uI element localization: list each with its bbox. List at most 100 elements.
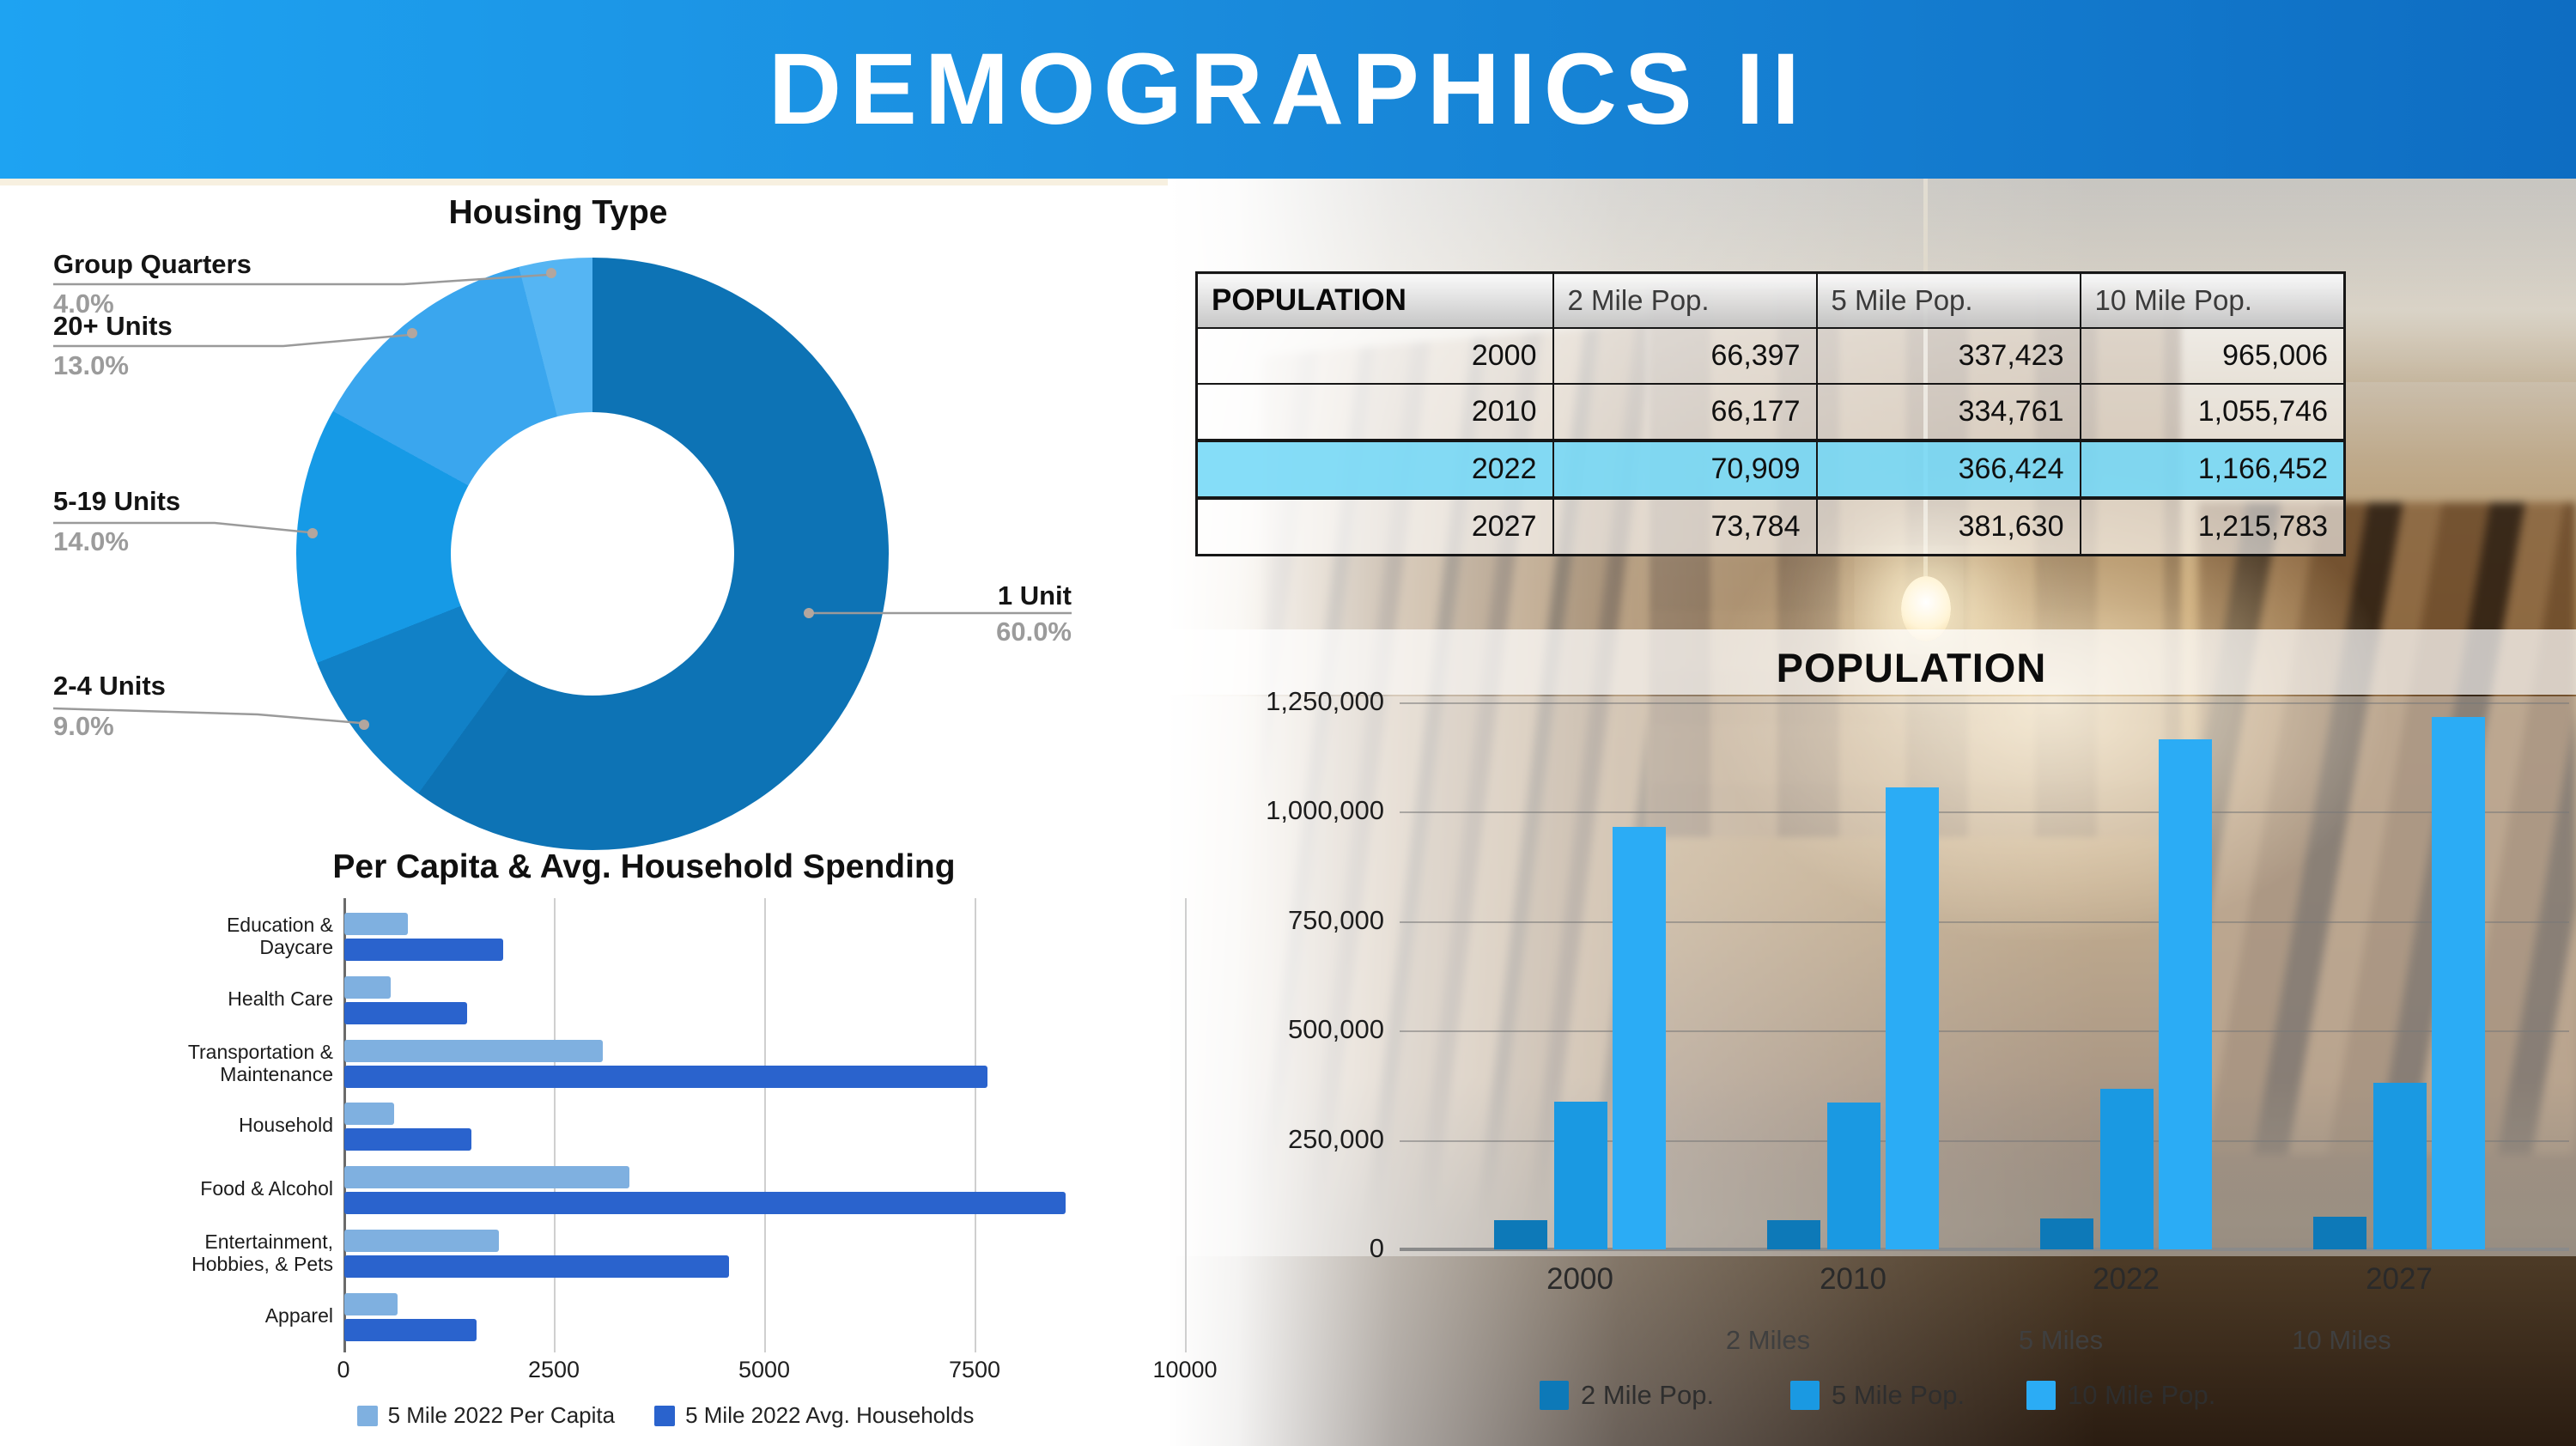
pop-2-mile-swatch xyxy=(1540,1381,1569,1410)
pop-legend-10-mile: 10 Mile Pop. xyxy=(2026,1380,2215,1411)
spending-bar-per-capita xyxy=(344,975,391,999)
donut-pct-2-4-units: 9.0% xyxy=(53,711,114,741)
avg-households-swatch xyxy=(654,1405,676,1426)
population-bar-2000-2-mile-pop- xyxy=(1494,1220,1547,1249)
population-bar-2010-2-mile-pop- xyxy=(1767,1220,1820,1249)
table-value-cell: 73,784 xyxy=(1552,497,1818,556)
spending-bar-avg-households xyxy=(344,939,504,961)
table-year-cell: 2022 xyxy=(1195,439,1554,500)
spending-gridline-10000 xyxy=(1185,898,1187,1352)
population-bar-2027-10-mile-pop- xyxy=(2432,717,2485,1249)
col-header-2-mile: 2 Mile Pop. xyxy=(1552,271,1818,329)
population-year-label-2022: 2022 xyxy=(2093,1262,2160,1296)
table-year-cell: 2000 xyxy=(1195,327,1554,385)
table-year-cell: 2010 xyxy=(1195,383,1554,441)
donut-label-20plus-units: 20+ Units xyxy=(53,311,173,341)
table-value-cell: 1,215,783 xyxy=(2079,497,2346,556)
spending-bar-avg-households xyxy=(344,1065,987,1088)
spending-bar-avg-households xyxy=(344,1128,471,1151)
spending-chart-plot: Education & Daycare Health Care Transporta… xyxy=(188,898,1187,1352)
legend-item-avg-households: 5 Mile 2022 Avg. Households xyxy=(654,1402,974,1429)
pop-5-mile-label: 5 Mile Pop. xyxy=(1832,1380,1965,1410)
spending-bar-per-capita xyxy=(344,913,408,935)
population-bar-2022-5-mile-pop- xyxy=(2100,1089,2154,1249)
population-bar-2027-2-mile-pop- xyxy=(2313,1217,2366,1249)
population-year-label-2010: 2010 xyxy=(1820,1262,1886,1296)
population-chart-plot xyxy=(1400,702,2569,1251)
spending-legend: 5 Mile 2022 Per Capita 5 Mile 2022 Avg. … xyxy=(172,1402,1159,1429)
population-table-title-cell: POPULATION xyxy=(1195,271,1554,329)
population-chart-title: POPULATION xyxy=(1776,645,2047,690)
population-title-band xyxy=(1168,629,2576,695)
table-value-cell: 66,397 xyxy=(1552,327,1818,385)
population-bar-2022-2-mile-pop- xyxy=(2040,1218,2093,1249)
donut-pct-5-19-units: 14.0% xyxy=(53,526,129,556)
spending-gridline-0 xyxy=(343,898,346,1352)
spending-tick-2500: 2500 xyxy=(527,1357,580,1382)
table-row-2027: 2027 73,784 381,630 1,215,783 xyxy=(1195,497,2346,556)
spending-category-label: Apparel xyxy=(264,1303,333,1327)
table-value-cell: 381,630 xyxy=(1815,497,2081,556)
population-gridline-500000 xyxy=(1400,1030,2569,1033)
pop-legend-2-mile: 2 Mile Pop. xyxy=(1540,1380,1714,1411)
housing-donut-hole xyxy=(451,412,734,696)
population-ytick-750000: 750,000 xyxy=(1287,904,1384,935)
table-value-cell: 66,177 xyxy=(1552,383,1818,441)
distance-label-5-miles: 5 Miles xyxy=(2018,1325,2104,1355)
pop-10-mile-label: 10 Mile Pop. xyxy=(2068,1380,2216,1410)
spending-bar-avg-households xyxy=(344,1001,468,1024)
population-gridline-1000000 xyxy=(1400,811,2569,814)
spending-tick-7500: 7500 xyxy=(948,1357,1001,1382)
table-value-cell: 1,055,746 xyxy=(2079,383,2346,441)
spending-category-label: Food & Alcohol xyxy=(200,1177,333,1200)
spending-bar-per-capita xyxy=(344,1103,394,1126)
pop-5-mile-swatch xyxy=(1790,1381,1820,1410)
donut-pct-group-quarters: 4.0% xyxy=(53,289,114,319)
col-header-5-mile: 5 Mile Pop. xyxy=(1815,271,2081,329)
spending-chart-title: Per Capita & Avg. Household Spending xyxy=(332,848,956,885)
population-ytick-1250000: 1,250,000 xyxy=(1266,686,1384,716)
spending-category-label: Household xyxy=(239,1114,333,1137)
donut-leader-lines xyxy=(52,268,1072,730)
spending-bar-per-capita xyxy=(344,1039,603,1062)
distance-label-10-miles: 10 Miles xyxy=(2292,1325,2391,1355)
donut-label-5-19-units: 5-19 Units xyxy=(53,486,181,516)
spending-category-label: Transportation & Maintenance xyxy=(187,1040,333,1085)
population-ytick-1000000: 1,000,000 xyxy=(1266,795,1384,826)
population-ytick-0: 0 xyxy=(1369,1233,1384,1263)
donut-label-1-unit: 1 Unit xyxy=(997,580,1072,611)
spending-bar-per-capita xyxy=(344,1230,500,1252)
housing-chart-title: Housing Type xyxy=(448,194,668,231)
pop-10-mile-swatch xyxy=(2026,1381,2056,1410)
page-title: DEMOGRAPHICS II xyxy=(768,33,1808,146)
spending-category-label: Entertainment, Hobbies, & Pets xyxy=(191,1230,333,1275)
table-value-cell: 366,424 xyxy=(1815,439,2081,500)
population-year-label-2027: 2027 xyxy=(2366,1262,2433,1296)
population-bar-2010-10-mile-pop- xyxy=(1886,787,1939,1249)
population-ytick-500000: 500,000 xyxy=(1287,1014,1384,1045)
table-value-cell: 1,166,452 xyxy=(2079,439,2346,500)
donut-label-group-quarters: Group Quarters xyxy=(53,249,252,279)
col-header-10-mile: 10 Mile Pop. xyxy=(2079,271,2346,329)
table-row-2000: 2000 66,397 337,423 965,006 xyxy=(1195,327,2346,385)
spending-category-label: Health Care xyxy=(228,987,333,1010)
avg-households-label: 5 Mile 2022 Avg. Households xyxy=(685,1402,975,1428)
pop-legend-5-mile: 5 Mile Pop. xyxy=(1790,1380,1965,1411)
population-table: POPULATION 2 Mile Pop. 5 Mile Pop. 10 Mi… xyxy=(1195,271,2346,556)
population-bar-2027-5-mile-pop- xyxy=(2373,1082,2427,1249)
per-capita-swatch xyxy=(356,1405,378,1426)
table-year-cell: 2027 xyxy=(1195,497,1554,556)
population-bar-2022-10-mile-pop- xyxy=(2159,738,2212,1249)
distance-label-2-miles: 2 Miles xyxy=(1725,1325,1811,1355)
table-row-2022: 2022 70,909 366,424 1,166,452 xyxy=(1195,439,2346,500)
population-x-axis xyxy=(1400,1248,2569,1251)
spending-bar-avg-households xyxy=(344,1318,477,1341)
table-value-cell: 70,909 xyxy=(1552,439,1818,500)
spending-gridline-5000 xyxy=(764,898,766,1352)
population-bar-2000-5-mile-pop- xyxy=(1554,1102,1607,1249)
population-gridline-250000 xyxy=(1400,1139,2569,1142)
population-gridline-1250000 xyxy=(1400,702,2569,704)
spending-category-label: Education & Daycare xyxy=(226,914,333,958)
donut-label-2-4-units: 2-4 Units xyxy=(53,671,166,701)
spending-gridline-7500 xyxy=(975,898,976,1352)
